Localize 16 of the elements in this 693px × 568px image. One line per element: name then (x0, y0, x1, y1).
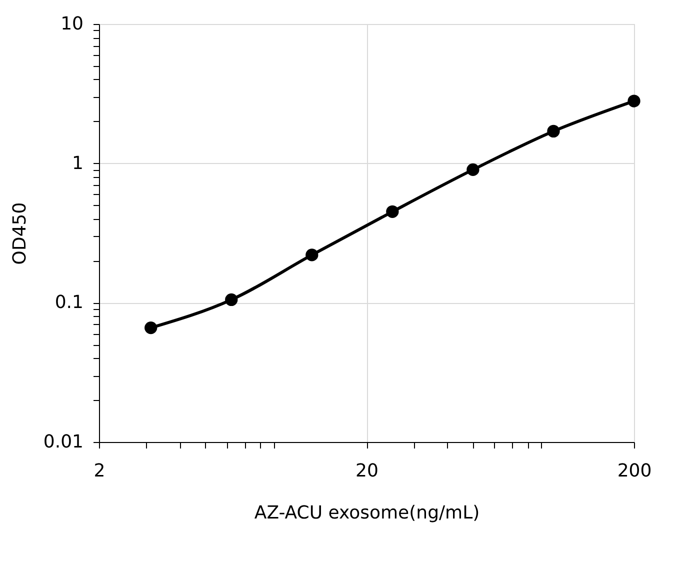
point (628, 94, 640, 108)
point (466, 163, 480, 176)
y-tick-label: 10 (60, 14, 84, 34)
x-tick-label: 200 (617, 460, 652, 482)
y-tick-label: 0.1 (54, 292, 84, 314)
x-tick-label: 2 (94, 460, 106, 482)
point (144, 322, 158, 334)
x-axis-title: AZ-ACU exosome(ng/mL) (254, 502, 480, 524)
y-axis-title: OD450 (9, 202, 30, 265)
y-tick-label: 0.01 (43, 432, 84, 452)
y-tick-label: 1 (72, 152, 84, 174)
point (386, 205, 399, 218)
point (225, 293, 238, 306)
x-tick-label: 20 (356, 460, 378, 482)
point (306, 248, 318, 262)
point (547, 124, 560, 138)
